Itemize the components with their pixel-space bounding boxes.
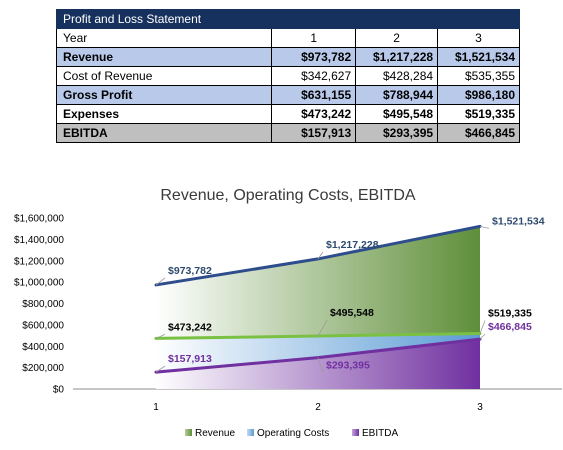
data-label: $157,913 — [168, 353, 212, 365]
row-label: Gross Profit — [55, 85, 273, 105]
data-label: $473,242 — [168, 321, 212, 333]
legend-swatch — [352, 429, 359, 436]
leader-line — [317, 319, 328, 337]
row-label: Revenue — [55, 47, 273, 67]
header-label: Year — [55, 28, 273, 48]
leader-line — [479, 320, 486, 334]
data-label: $973,782 — [168, 265, 212, 277]
data-label: $1,217,228 — [326, 239, 379, 251]
cell: $631,155 — [271, 85, 357, 105]
x-tick-label: 3 — [477, 402, 483, 413]
leader-line — [479, 225, 490, 229]
table-title: Profit and Loss Statement — [56, 9, 520, 29]
table-row: Gross Profit $631,155 $788,944 $986,180 — [55, 85, 520, 105]
data-label: $495,548 — [330, 307, 374, 319]
cell: $473,242 — [271, 104, 357, 124]
x-tick-label: 1 — [153, 402, 159, 413]
row-label: Expenses — [55, 104, 273, 124]
cell: $788,944 — [355, 85, 439, 105]
y-tick-label: $600,000 — [22, 320, 64, 331]
x-axis: 1 2 3 — [73, 388, 562, 413]
leader-line — [155, 334, 166, 339]
y-tick-label: $1,400,000 — [14, 235, 64, 246]
cell: $1,521,534 — [437, 47, 520, 67]
y-tick-label: $200,000 — [22, 363, 64, 374]
leader-line — [317, 251, 324, 260]
cell: $342,627 — [271, 66, 357, 86]
y-axis: $0 $200,000 $400,000 $600,000 $800,000 $1,000… — [14, 214, 64, 396]
table-row: Expenses $473,242 $495,548 $519,335 — [55, 104, 520, 124]
year-1: 1 — [271, 28, 357, 48]
legend-item: Revenue — [195, 428, 235, 439]
y-tick-label: $1,200,000 — [14, 256, 64, 267]
cell: $428,284 — [355, 66, 439, 86]
data-label: $519,335 — [488, 307, 532, 319]
cell: $986,180 — [437, 85, 520, 105]
legend-swatch — [247, 429, 254, 436]
data-labels: $973,782 $1,217,228 $1,521,534 $473,242 $495… — [155, 215, 545, 373]
pl-table: Profit and Loss Statement Year 1 2 3 Rev… — [55, 9, 520, 143]
legend-item: EBITDA — [362, 428, 398, 439]
data-label: $466,845 — [488, 321, 532, 333]
cell: $157,913 — [271, 123, 357, 143]
cell: $293,395 — [355, 123, 439, 143]
cell: $519,335 — [437, 104, 520, 124]
x-tick-label: 2 — [315, 402, 321, 413]
y-tick-label: $800,000 — [22, 299, 64, 310]
legend: Revenue Operating Costs EBITDA — [185, 428, 398, 439]
data-label: $293,395 — [326, 360, 370, 372]
row-label: Cost of Revenue — [55, 66, 273, 86]
plot-area — [154, 224, 482, 389]
cell: $495,548 — [355, 104, 439, 124]
leader-line — [155, 277, 166, 286]
leader-line — [317, 357, 324, 373]
line-operating-costs — [154, 331, 482, 340]
area-chart: Revenue, Operating Costs, EBITDA $0 $200,… — [14, 187, 562, 439]
cell: $973,782 — [271, 47, 357, 67]
leader-line — [479, 333, 486, 340]
cell: $535,355 — [437, 66, 520, 86]
area-ebitda — [156, 339, 480, 389]
cell: $466,845 — [437, 123, 520, 143]
cell: $1,217,228 — [355, 47, 439, 67]
chart-title: Revenue, Operating Costs, EBITDA — [160, 187, 416, 204]
year-3: 3 — [437, 28, 520, 48]
y-tick-label: $0 — [53, 385, 65, 396]
legend-swatch — [185, 429, 192, 436]
legend-item: Operating Costs — [257, 428, 329, 439]
table-row: EBITDA $157,913 $293,395 $466,845 — [55, 123, 520, 143]
table-row: Cost of Revenue $342,627 $428,284 $535,3… — [55, 66, 520, 86]
y-tick-label: $400,000 — [22, 342, 64, 353]
y-tick-label: $1,000,000 — [14, 278, 64, 289]
leader-line — [155, 365, 166, 373]
data-label: $1,521,534 — [492, 215, 545, 227]
y-tick-label: $1,600,000 — [14, 214, 64, 225]
header-row: Year 1 2 3 — [55, 28, 520, 48]
table-row: Revenue $973,782 $1,217,228 $1,521,534 — [55, 47, 520, 67]
year-2: 2 — [355, 28, 439, 48]
row-label: EBITDA — [55, 123, 273, 143]
